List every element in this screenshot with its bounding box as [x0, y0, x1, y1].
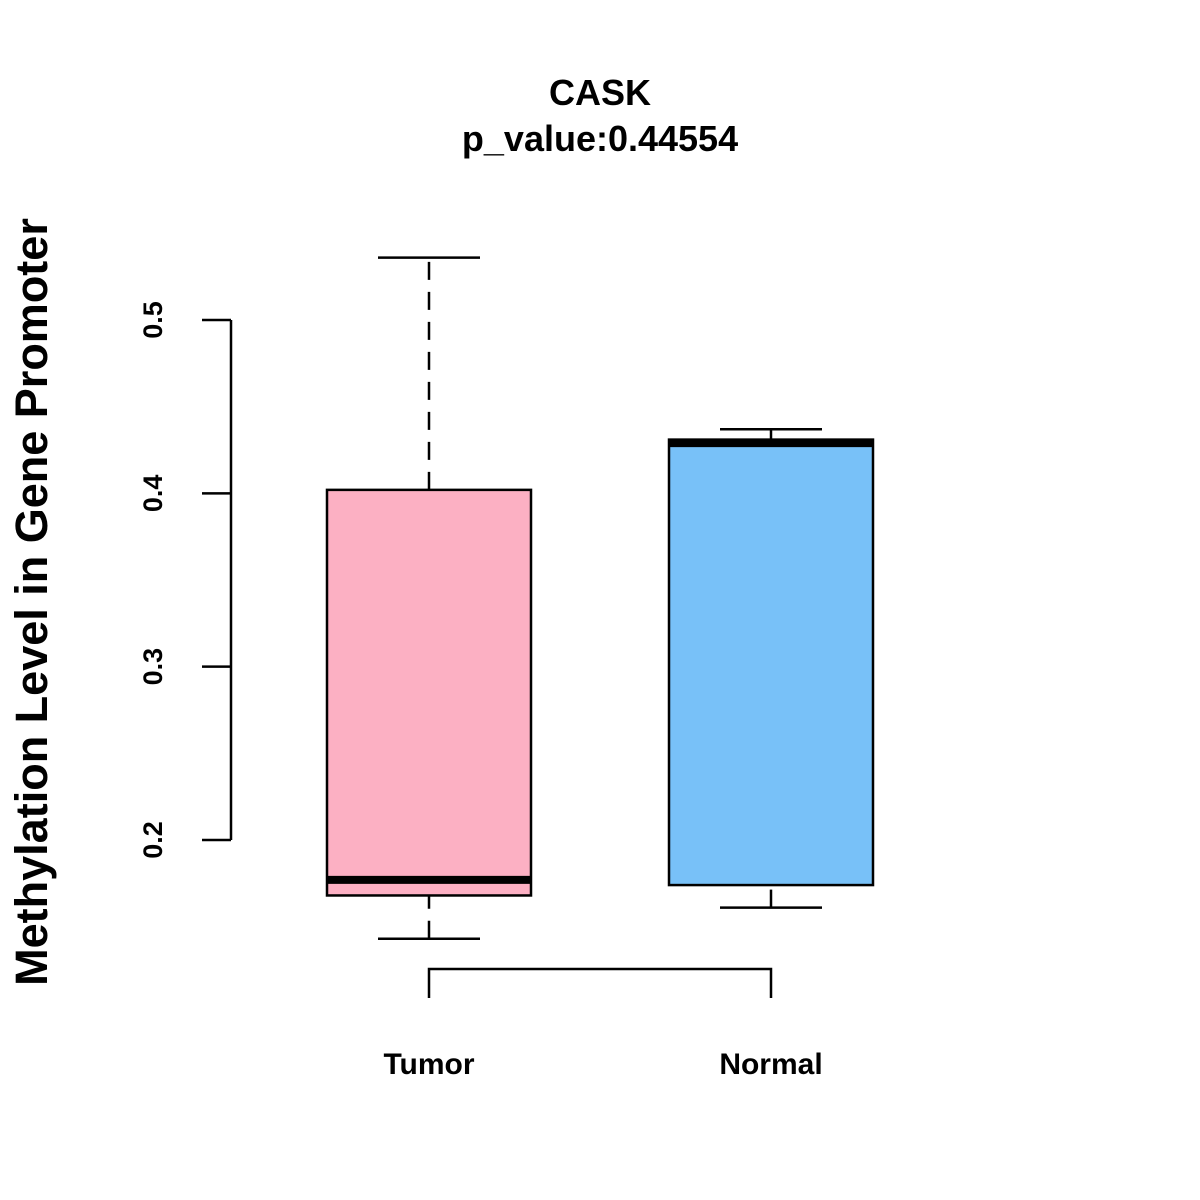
- y-tick-label: 0.3: [138, 648, 168, 686]
- y-tick-label: 0.5: [138, 301, 168, 339]
- normal-category-label: Normal: [719, 1048, 822, 1081]
- y-tick-label: 0.4: [138, 475, 168, 513]
- significance-bracket: [427, 967, 773, 998]
- y-axis-title: Methylation Level in Gene Promoter: [6, 218, 57, 986]
- chart-subtitle: p_value:0.44554: [462, 118, 738, 159]
- chart-title: CASK: [549, 72, 651, 113]
- normal-box: [667, 438, 875, 887]
- plot-area: 0.2 0.3 0.4 0.5 Tumor Normal: [138, 256, 875, 1081]
- y-tick-label: 0.2: [138, 821, 168, 859]
- tumor-category-label: Tumor: [383, 1048, 474, 1081]
- tumor-box: [325, 488, 533, 897]
